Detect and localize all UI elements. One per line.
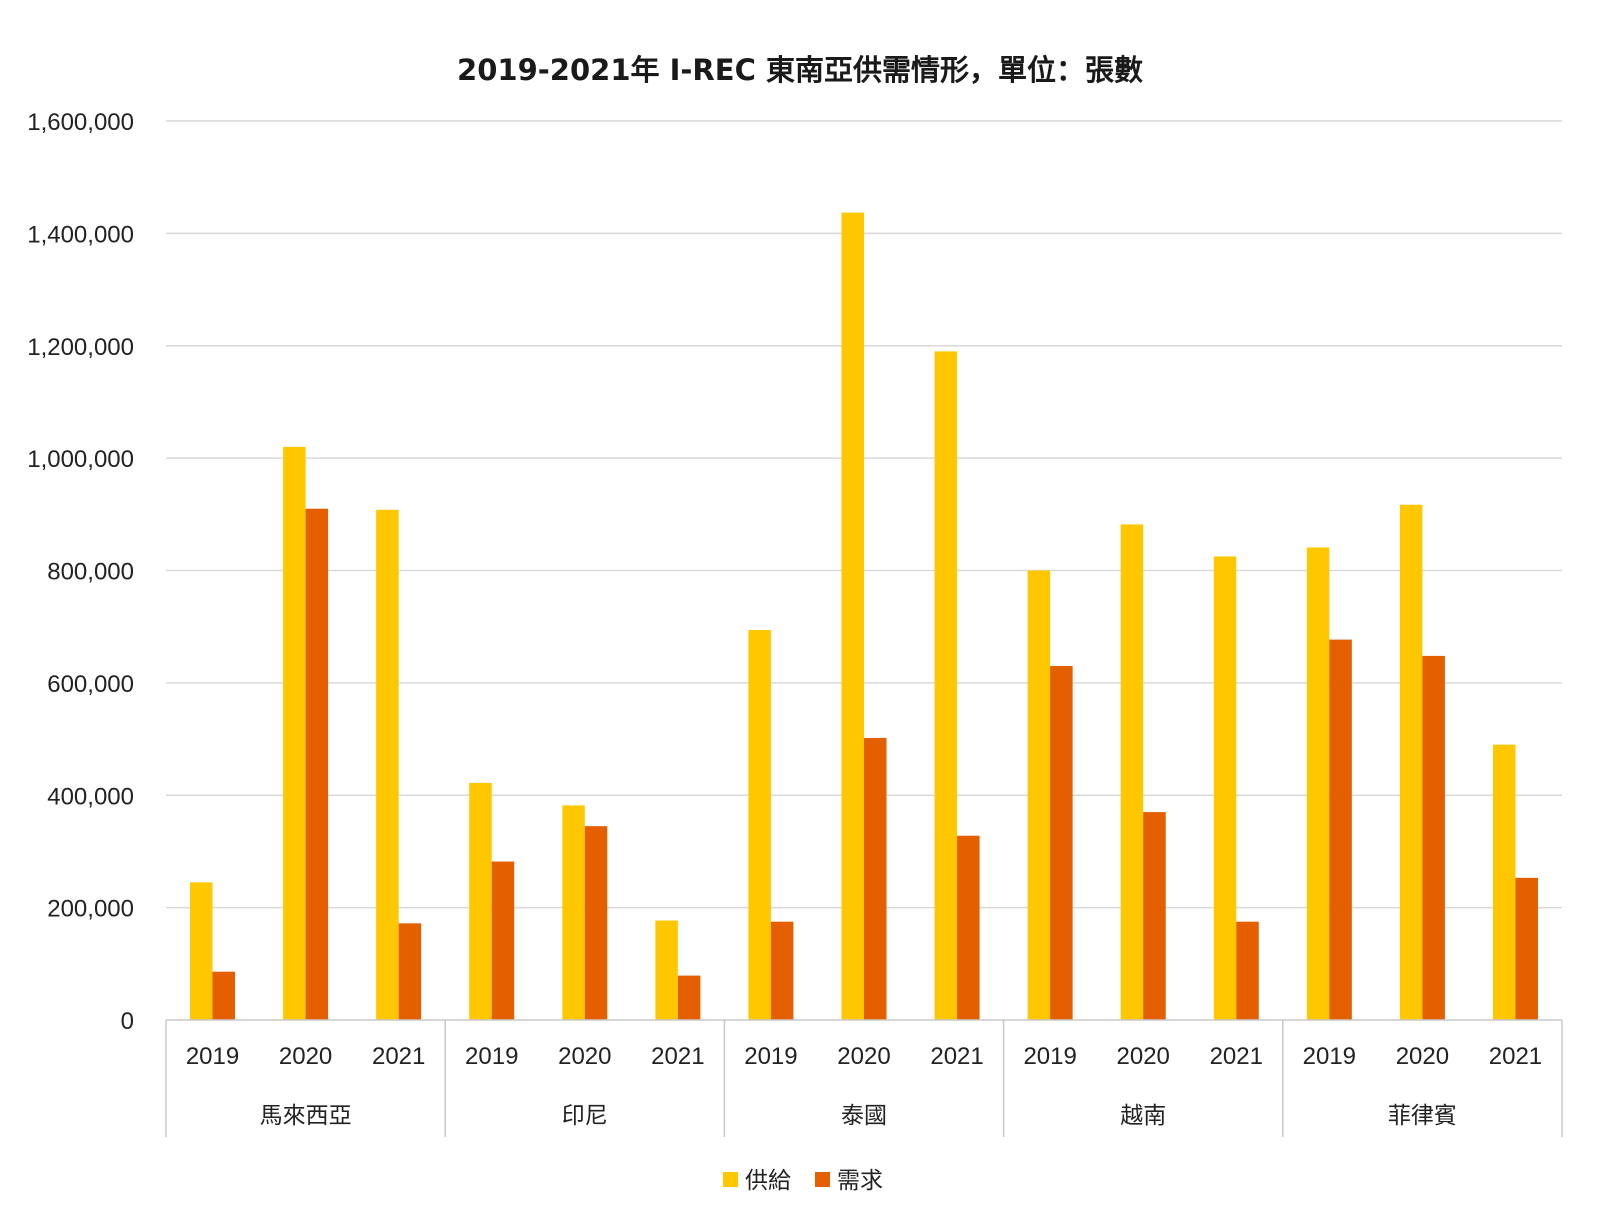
bar-demand — [398, 923, 422, 1020]
bar-demand — [770, 921, 794, 1020]
x-tick-label-year: 2021 — [930, 1043, 983, 1070]
x-tick-label-year: 2019 — [465, 1043, 518, 1070]
y-tick-label: 1,600,000 — [27, 109, 134, 136]
x-tick-label-year: 2020 — [837, 1043, 890, 1070]
x-axis — [165, 1019, 1563, 1137]
x-tick-label-year: 2020 — [558, 1043, 611, 1070]
x-tick-label-year: 2021 — [1210, 1043, 1263, 1070]
bar-demand — [584, 826, 608, 1020]
x-group-label: 馬來西亞 — [260, 1103, 352, 1129]
bar-demand — [677, 975, 701, 1020]
legend-swatch-supply — [723, 1172, 738, 1187]
bar-supply — [1213, 556, 1237, 1020]
chart-title: 2019-2021年 I-REC 東南亞供需情形，單位：張數 — [457, 53, 1143, 87]
x-tick-label-year: 2019 — [744, 1043, 797, 1070]
y-tick-label: 0 — [121, 1008, 134, 1035]
bar-supply — [190, 882, 213, 1020]
legend-label-demand: 需求 — [837, 1168, 883, 1194]
bar-supply — [469, 782, 492, 1020]
x-tick-label-year: 2019 — [1303, 1043, 1356, 1070]
x-tick-label-year: 2021 — [651, 1043, 704, 1070]
legend-swatch-demand — [815, 1172, 830, 1187]
bar-demand — [1422, 655, 1445, 1020]
bar-supply — [1306, 547, 1330, 1020]
x-group-label: 菲律賓 — [1388, 1103, 1457, 1129]
bar-demand — [957, 835, 980, 1020]
x-tick-label-year: 2020 — [1396, 1043, 1449, 1070]
bar-demand — [1050, 666, 1073, 1020]
y-tick-label: 400,000 — [47, 783, 134, 810]
legend-label-supply: 供給 — [745, 1168, 791, 1194]
bar-supply — [748, 630, 771, 1020]
x-tick-label-year: 2021 — [1489, 1043, 1542, 1070]
bar-supply — [1399, 504, 1423, 1020]
y-axis-tick-labels: 0 200,000 400,000 600,000 800,000 1,000,000 1,… — [27, 109, 134, 1035]
y-tick-label: 1,400,000 — [27, 221, 134, 248]
bar-demand — [1515, 877, 1538, 1020]
x-group-label: 泰國 — [841, 1103, 887, 1129]
x-tick-label-year: 2020 — [1117, 1043, 1170, 1070]
bars — [190, 212, 1538, 1020]
bar-supply — [562, 805, 585, 1020]
y-tick-label: 800,000 — [47, 559, 134, 586]
bar-demand — [305, 508, 329, 1020]
y-tick-label: 600,000 — [47, 671, 134, 698]
x-tick-label-year: 2020 — [279, 1043, 332, 1070]
bar-supply — [934, 351, 958, 1020]
x-tick-label-year: 2019 — [1023, 1043, 1076, 1070]
y-tick-label: 1,000,000 — [27, 446, 134, 473]
x-group-label: 印尼 — [562, 1103, 608, 1129]
y-tick-label: 200,000 — [47, 896, 134, 923]
x-group-label: 越南 — [1120, 1103, 1166, 1129]
bar-demand — [491, 861, 515, 1020]
bar-supply — [655, 920, 678, 1020]
bar-demand — [1329, 639, 1352, 1020]
bar-demand — [1236, 921, 1259, 1020]
bar-supply — [283, 446, 306, 1020]
y-tick-label: 1,200,000 — [27, 334, 134, 361]
bar-supply — [1027, 570, 1051, 1020]
x-axis-labels: 2019 2020 2021 2019 2020 2021 2019 2020 2021 2019… — [186, 1043, 1542, 1129]
bar-demand — [212, 971, 236, 1020]
x-tick-label-year: 2021 — [372, 1043, 425, 1070]
bar-supply — [1120, 524, 1144, 1020]
bar-supply — [376, 509, 399, 1020]
legend: 供給 需求 — [723, 1168, 883, 1194]
bar-supply — [841, 212, 864, 1020]
bar-demand — [1143, 812, 1166, 1020]
bar-demand — [864, 737, 887, 1020]
bar-supply — [1492, 744, 1516, 1020]
x-tick-label-year: 2019 — [186, 1043, 239, 1070]
